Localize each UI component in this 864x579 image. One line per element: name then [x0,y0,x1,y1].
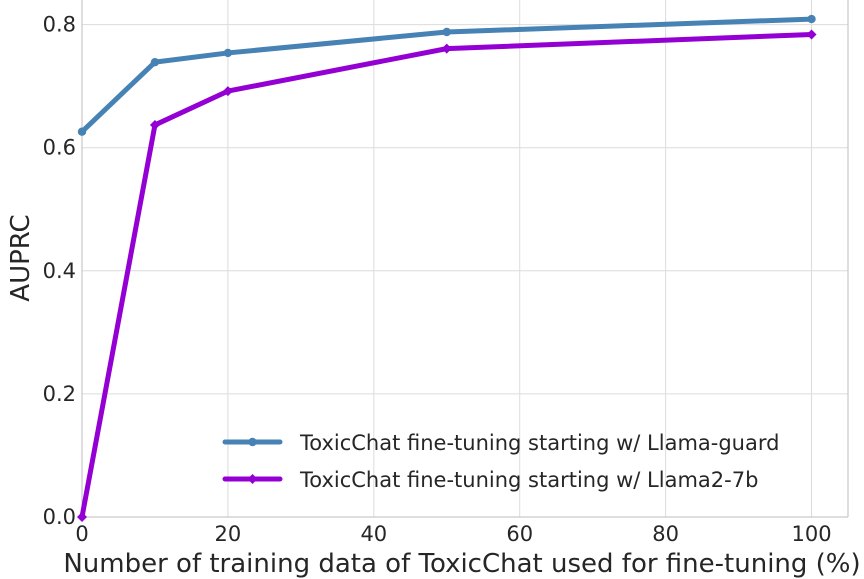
data-point-diamond [149,119,160,130]
y-tick-label: 0.8 [43,13,76,37]
data-point-circle [223,48,233,58]
legend: ToxicChat fine-tuning starting w/ Llama-… [222,431,779,492]
data-point-diamond [441,43,452,54]
x-axis-title: Number of training data of ToxicChat use… [63,549,860,579]
series-layer [77,14,817,522]
x-tick-label: 100 [791,522,831,546]
data-point-circle [77,127,87,136]
x-tick-label: 0 [75,522,88,546]
axes-frame [81,0,849,518]
data-point-diamond [247,474,258,484]
data-point-circle [442,27,451,37]
series-line-group [77,29,817,522]
y-tick-label: 0.2 [43,382,76,406]
x-tick-label: 20 [215,522,242,546]
y-tick-label: 0.0 [43,505,76,529]
data-point-diamond [806,29,817,40]
legend-label: ToxicChat fine-tuning starting w/ Llama2… [299,468,758,492]
series-line-group [77,14,816,136]
y-tick-label: 0.6 [43,136,76,160]
x-tick-label: 40 [360,522,387,546]
data-point-diamond [77,512,87,522]
y-axis-title: AUPRC [6,214,36,301]
x-tick-label: 60 [506,522,533,546]
data-point-circle [248,437,257,447]
tick-labels: 0 20 40 60 80 100 0.0 0.2 0.4 0.6 0.8 [43,13,832,546]
y-tick-label: 0.4 [43,259,76,283]
data-point-diamond [222,86,233,97]
data-point-circle [807,14,816,24]
x-tick-label: 80 [652,522,679,546]
legend-label: ToxicChat fine-tuning starting w/ Llama-… [299,431,779,455]
data-point-circle [150,57,160,67]
